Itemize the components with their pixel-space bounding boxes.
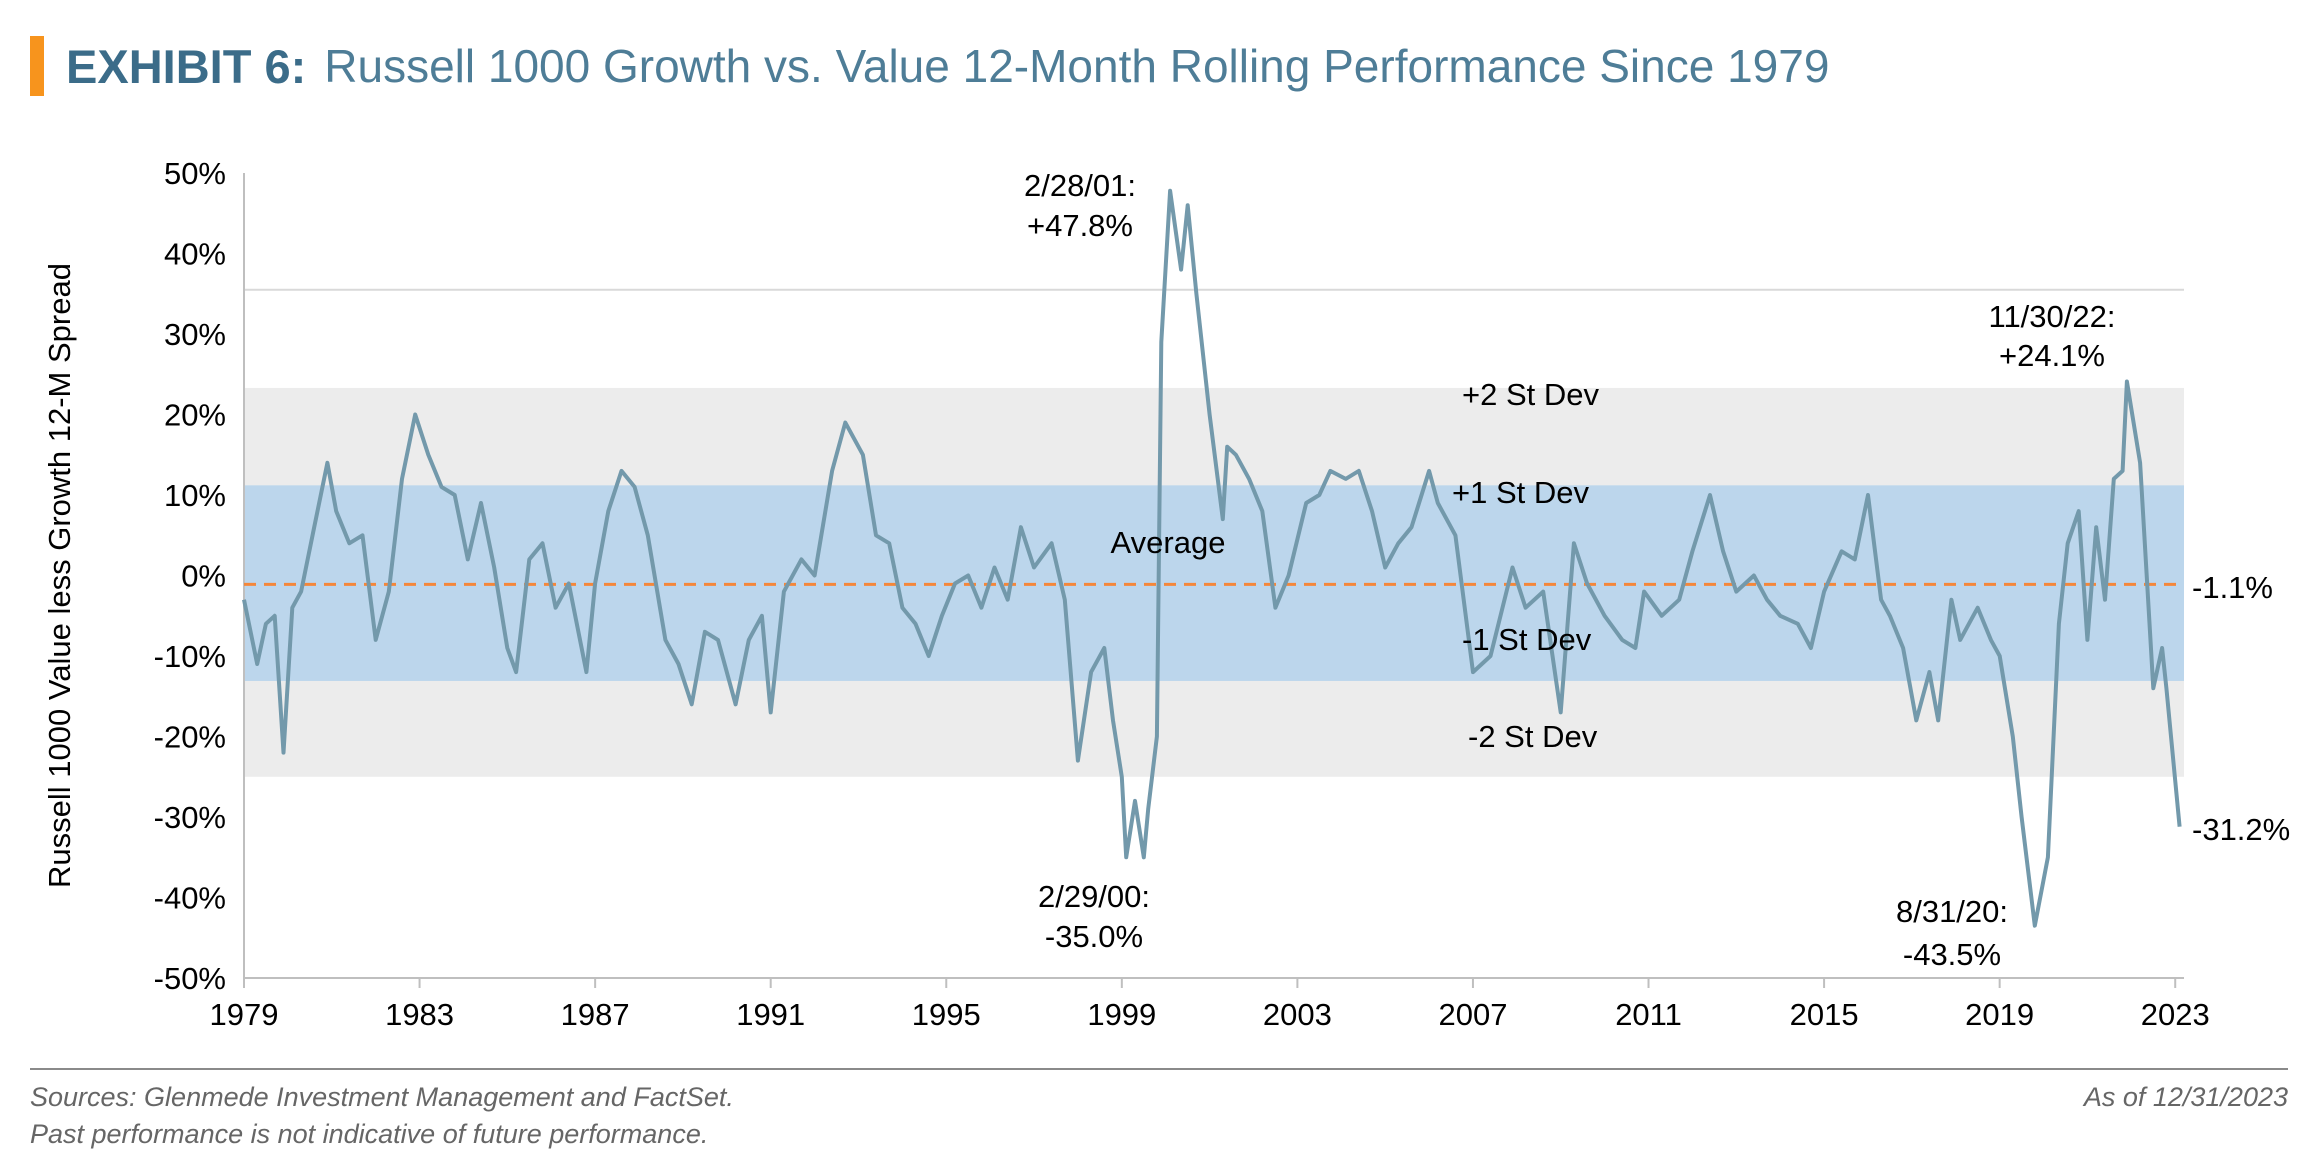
exhibit-label: EXHIBIT 6: — [66, 39, 307, 93]
x-tick-label: 2007 — [1438, 997, 1507, 1032]
plus-2-std-dev-label: +2 St Dev — [1462, 377, 1599, 412]
y-tick-label: 10% — [164, 478, 226, 513]
x-tick-label: 1987 — [561, 997, 630, 1032]
title-text: Russell 1000 Growth vs. Value 12-Month R… — [324, 40, 1830, 92]
annotation-value: +24.1% — [1999, 338, 2105, 373]
x-tick-label: 1991 — [736, 997, 805, 1032]
y-tick-label: 0% — [181, 559, 226, 594]
annotation-date: 2/29/00: — [1038, 879, 1150, 914]
y-tick-label: 20% — [164, 398, 226, 433]
plus-1-std-dev-label: +1 St Dev — [1452, 475, 1589, 510]
annotation-value: -43.5% — [1903, 937, 2001, 972]
x-tick-label: 2023 — [2141, 997, 2210, 1032]
x-tick-label: 2003 — [1263, 997, 1332, 1032]
x-tick-label: 1983 — [385, 997, 454, 1032]
y-tick-label: 30% — [164, 317, 226, 352]
x-tick-label: 1979 — [210, 997, 279, 1032]
y-tick-label: 50% — [164, 156, 226, 191]
x-tick-label: 2015 — [1790, 997, 1859, 1032]
as-of-date: As of 12/31/2023 — [2083, 1082, 2288, 1112]
y-tick-label: 40% — [164, 237, 226, 272]
minus-2-std-dev-label: -2 St Dev — [1468, 719, 1598, 754]
disclaimer-note: Past performance is not indicative of fu… — [30, 1119, 709, 1149]
x-tick-label: 2011 — [1615, 997, 1682, 1032]
y-tick-label: -40% — [154, 881, 226, 916]
sources-note: Sources: Glenmede Investment Management … — [30, 1082, 734, 1112]
y-axis-label: Russell 1000 Value less Growth 12-M Spre… — [42, 263, 77, 888]
annotation-date: 11/30/22: — [1989, 299, 2116, 334]
y-tick-label: -50% — [154, 961, 226, 996]
y-tick-label: -10% — [154, 639, 226, 674]
accent-bar — [30, 36, 44, 96]
annotation-value: +47.8% — [1027, 208, 1133, 243]
annotation-value: -35.0% — [1045, 919, 1143, 954]
x-tick-label: 2019 — [1965, 997, 2034, 1032]
minus-1-std-dev-label: -1 St Dev — [1462, 622, 1592, 657]
annotation-value: -31.2% — [2192, 812, 2290, 847]
y-tick-label: -20% — [154, 720, 226, 755]
annotation-date: 2/28/01: — [1024, 168, 1136, 203]
x-tick-label: 1999 — [1087, 997, 1156, 1032]
average-label: Average — [1111, 525, 1226, 560]
y-tick-label: -30% — [154, 800, 226, 835]
chart-title: EXHIBIT 6: Russell 1000 Growth vs. Value… — [30, 36, 1829, 96]
x-tick-label: 1995 — [912, 997, 981, 1032]
average-value-label: -1.1% — [2192, 570, 2273, 605]
series-line — [242, 188, 2182, 928]
annotation-date: 8/31/20: — [1896, 894, 2008, 929]
footer-divider — [30, 1068, 2288, 1070]
